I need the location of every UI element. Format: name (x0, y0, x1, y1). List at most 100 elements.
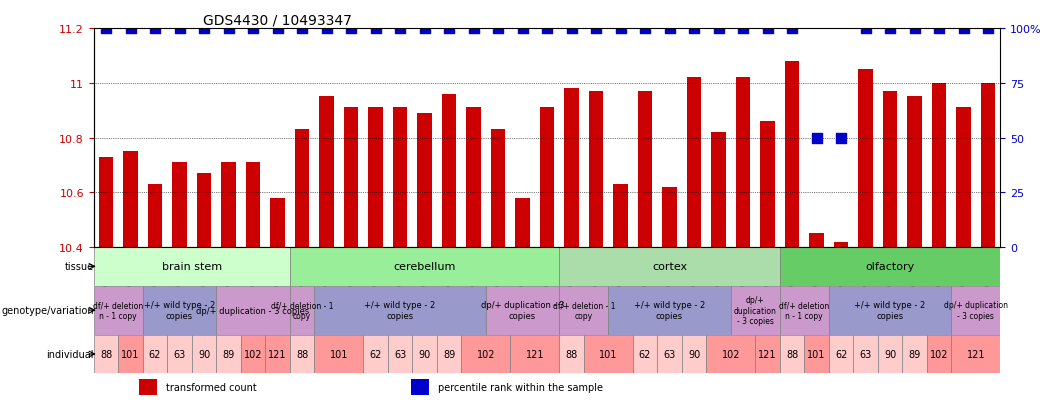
Bar (883, 92, 897, 247)
Text: dp/+ duplication
- 3 copies: dp/+ duplication - 3 copies (944, 301, 1008, 320)
Bar (564, 89, 579, 247)
Bar (417, 114, 431, 247)
Text: 121: 121 (759, 349, 776, 359)
Bar (486, 286, 560, 335)
Bar (779, 335, 804, 373)
Bar (437, 335, 462, 373)
Bar (902, 335, 926, 373)
Point (465, 26, 481, 32)
Bar (828, 335, 853, 373)
Point (441, 26, 457, 32)
Bar (94, 286, 143, 335)
Bar (140, 379, 157, 395)
Text: dp/+
duplication
- 3 copies: dp/+ duplication - 3 copies (734, 296, 776, 325)
Text: 62: 62 (835, 349, 847, 359)
Point (245, 26, 262, 32)
Bar (658, 335, 681, 373)
Text: 63: 63 (173, 349, 185, 359)
Bar (810, 234, 824, 247)
Text: 90: 90 (198, 349, 210, 359)
Point (956, 26, 972, 32)
Bar (511, 335, 560, 373)
Point (269, 26, 286, 32)
Point (122, 26, 139, 32)
Text: 62: 62 (369, 349, 381, 359)
Bar (706, 335, 755, 373)
Bar (755, 335, 779, 373)
Bar (663, 188, 677, 247)
Point (98, 26, 115, 32)
Bar (779, 286, 828, 335)
Text: 89: 89 (222, 349, 234, 359)
Bar (609, 286, 730, 335)
Bar (926, 335, 951, 373)
Bar (246, 163, 260, 247)
Bar (94, 335, 119, 373)
Text: 62: 62 (639, 349, 651, 359)
Bar (393, 108, 407, 247)
Point (392, 26, 408, 32)
Bar (834, 242, 848, 247)
Bar (388, 335, 413, 373)
Bar (197, 174, 212, 247)
Bar (638, 92, 652, 247)
Bar (515, 198, 530, 247)
Text: 121: 121 (525, 349, 544, 359)
Bar (540, 108, 554, 247)
Bar (761, 122, 775, 247)
Bar (290, 335, 315, 373)
Text: +/+ wild type - 2
copies: +/+ wild type - 2 copies (365, 301, 436, 320)
Text: +/+ wild type - 2
copies: +/+ wild type - 2 copies (854, 301, 925, 320)
Bar (712, 133, 726, 247)
Bar (613, 185, 628, 247)
Bar (730, 286, 779, 335)
Bar (123, 152, 138, 247)
Point (760, 26, 776, 32)
Point (662, 26, 678, 32)
Text: GDS4430 / 10493347: GDS4430 / 10493347 (202, 14, 351, 28)
Bar (491, 130, 505, 247)
Text: 101: 101 (808, 349, 825, 359)
Text: 90: 90 (688, 349, 700, 359)
Bar (932, 83, 946, 247)
Point (858, 26, 874, 32)
Point (147, 26, 164, 32)
Text: 90: 90 (419, 349, 430, 359)
Bar (779, 247, 1000, 286)
Bar (736, 78, 750, 247)
Bar (957, 108, 971, 247)
Text: 63: 63 (860, 349, 872, 359)
Bar (315, 335, 364, 373)
Bar (411, 379, 429, 395)
Text: dp/+ duplication - 3
copies: dp/+ duplication - 3 copies (480, 301, 565, 320)
Point (539, 26, 555, 32)
Bar (217, 335, 241, 373)
Bar (442, 95, 456, 247)
Text: 62: 62 (149, 349, 162, 359)
Point (809, 135, 825, 142)
Point (784, 26, 800, 32)
Text: 88: 88 (296, 349, 308, 359)
Text: 90: 90 (884, 349, 896, 359)
Bar (853, 335, 877, 373)
Point (196, 26, 213, 32)
Text: 121: 121 (967, 349, 985, 359)
Point (907, 26, 923, 32)
Bar (413, 335, 437, 373)
Point (735, 26, 751, 32)
Bar (560, 286, 609, 335)
Point (931, 26, 947, 32)
Point (588, 26, 604, 32)
Bar (560, 335, 584, 373)
Text: transformed count: transformed count (167, 382, 257, 392)
Text: 89: 89 (909, 349, 921, 359)
Bar (143, 335, 168, 373)
Text: 101: 101 (599, 349, 618, 359)
Text: cerebellum: cerebellum (394, 262, 455, 272)
Point (637, 26, 653, 32)
Bar (981, 83, 995, 247)
Bar (148, 185, 163, 247)
Bar (344, 108, 358, 247)
Point (979, 26, 996, 32)
Bar (364, 335, 388, 373)
